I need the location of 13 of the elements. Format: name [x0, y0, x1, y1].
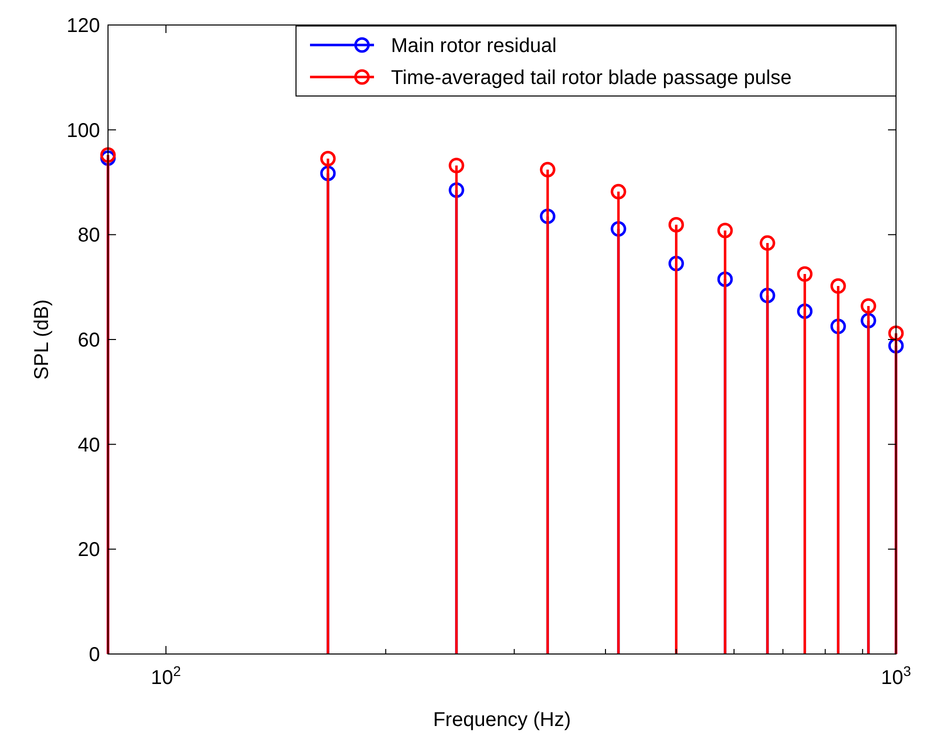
y-axis-title: SPL (dB)	[31, 299, 53, 380]
y-tick-label: 20	[78, 539, 100, 562]
y-tick-label: 60	[78, 330, 100, 352]
legend-label: Main rotor residual	[391, 35, 557, 57]
x-tick-label: 10$^{3}$	[880, 663, 912, 689]
x-tick-label: 10$^{2}$	[150, 663, 182, 689]
legend-label: Time-averaged tail rotor blade passage pulse	[391, 67, 792, 89]
y-tick-label: 40	[78, 434, 100, 456]
y-tick-label: 80	[78, 224, 100, 247]
x-axis-title: Frequency (Hz)	[433, 709, 571, 731]
y-tick-label: 120	[66, 15, 100, 37]
y-tick-label: 100	[66, 120, 100, 142]
y-tick-label: 0	[88, 644, 100, 666]
